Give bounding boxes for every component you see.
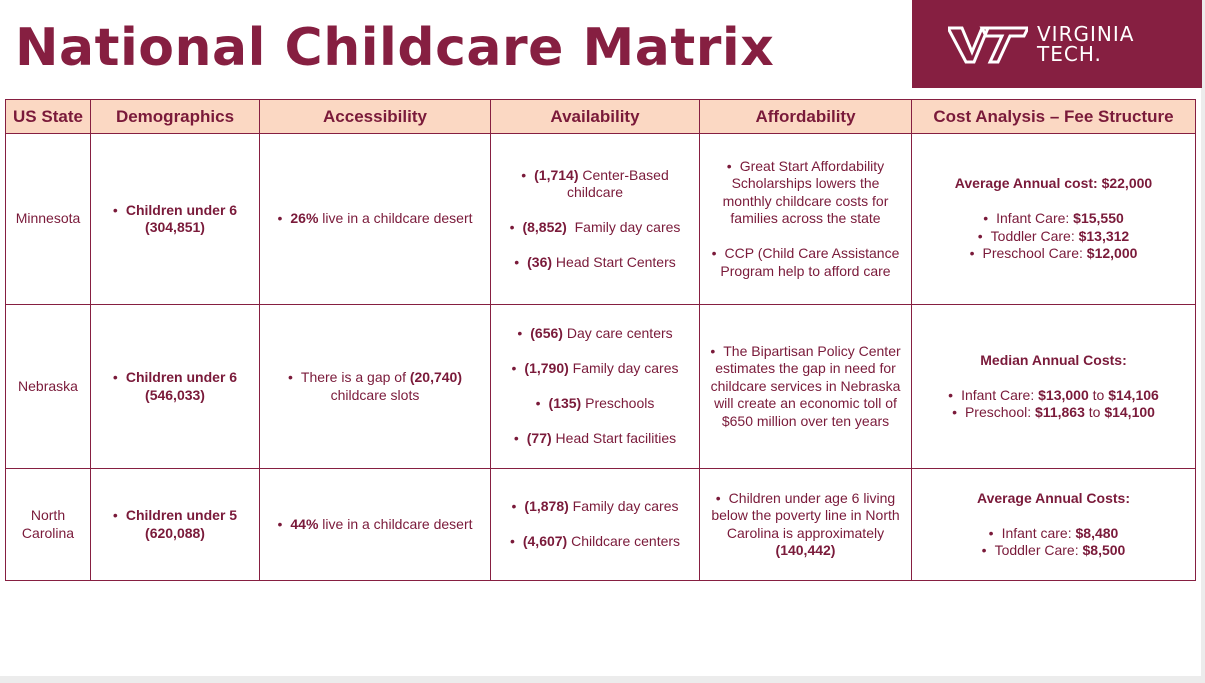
list-item: CCP (Child Care Assistance Program help … <box>708 245 903 280</box>
header-demographics: Demographics <box>90 99 260 134</box>
list-item: There is a gap of (20,740) childcare slo… <box>268 369 482 404</box>
list-item: Toddler Care: $8,500 <box>920 542 1187 560</box>
list-item: Preschool Care: $12,000 <box>920 245 1187 263</box>
list-item: Children under 6 (546,033) <box>99 369 251 404</box>
list-item: (1,878) Family day cares <box>499 498 691 516</box>
list-item: (77) Head Start facilities <box>499 430 691 448</box>
affordability-cell: The Bipartisan Policy Center estimates t… <box>699 304 912 469</box>
cost-heading: Average Annual Costs: <box>977 489 1130 506</box>
logo-wordmark: VIRGINIA TECH. <box>1037 24 1134 64</box>
list-item: (36) Head Start Centers <box>499 254 691 272</box>
cost-cell: Median Annual Costs: Infant Care: $13,00… <box>911 304 1196 469</box>
demographics-cell: Children under 6 (546,033) <box>90 304 260 469</box>
accessibility-cell: There is a gap of (20,740) childcare slo… <box>259 304 491 469</box>
availability-cell: (1,878) Family day cares (4,607) Childca… <box>490 468 700 581</box>
table-row-north-carolina: North Carolina Children under 5 (620,088… <box>5 468 1196 581</box>
list-item: Children under 5 (620,088) <box>99 507 251 542</box>
demographics-cell: Children under 5 (620,088) <box>90 468 260 581</box>
availability-cell: (1,714) Center-Based childcare (8,852) F… <box>490 133 700 305</box>
list-item: Infant care: $8,480 <box>920 525 1187 543</box>
list-item: (1,790) Family day cares <box>499 360 691 378</box>
affordability-cell: Children under age 6 living below the po… <box>699 468 912 581</box>
availability-cell: (656) Day care centers (1,790) Family da… <box>490 304 700 469</box>
list-item: Great Start Affordability Scholarships l… <box>708 158 903 228</box>
header-availability: Availability <box>490 99 700 134</box>
list-item: Children under 6 (304,851) <box>99 202 251 237</box>
cost-heading: Average Annual cost: $22,000 <box>954 175 1153 192</box>
table-row-minnesota: Minnesota Children under 6 (304,851) 26%… <box>5 133 1196 305</box>
list-item: (1,714) Center-Based childcare <box>499 167 691 202</box>
list-item: (4,607) Childcare centers <box>499 533 691 551</box>
header-affordability: Affordability <box>699 99 912 134</box>
list-item: (135) Preschools <box>499 395 691 413</box>
page-title: National Childcare Matrix <box>15 18 775 78</box>
accessibility-cell: 26% live in a childcare desert <box>259 133 491 305</box>
logo-line-1: VIRGINIA <box>1037 22 1135 46</box>
list-item: Infant Care: $15,550 <box>920 210 1187 228</box>
virginia-tech-logo: VIRGINIA TECH. <box>912 0 1202 88</box>
cost-cell: Average Annual Costs: Infant care: $8,48… <box>911 468 1196 581</box>
table-row-nebraska: Nebraska Children under 6 (546,033) Ther… <box>5 304 1196 469</box>
childcare-matrix-table: US State Demographics Accessibility Avai… <box>5 99 1196 581</box>
list-item: 44% live in a childcare desert <box>268 516 482 534</box>
affordability-cell: Great Start Affordability Scholarships l… <box>699 133 912 305</box>
list-item: Children under age 6 living below the po… <box>708 490 903 560</box>
cost-heading: Median Annual Costs: <box>980 351 1127 368</box>
header-cost-analysis: Cost Analysis – Fee Structure <box>911 99 1196 134</box>
list-item: Infant Care: $13,000 to $14,106 <box>920 387 1187 405</box>
logo-line-2: TECH. <box>1037 42 1102 66</box>
demographics-cell: Children under 6 (304,851) <box>90 133 260 305</box>
list-item: Toddler Care: $13,312 <box>920 228 1187 246</box>
list-item: (656) Day care centers <box>499 325 691 343</box>
accessibility-cell: 44% live in a childcare desert <box>259 468 491 581</box>
header-accessibility: Accessibility <box>259 99 491 134</box>
state-cell: Nebraska <box>5 304 91 469</box>
list-item: Preschool: $11,863 to $14,100 <box>920 404 1187 422</box>
table-header-row: US State Demographics Accessibility Avai… <box>5 99 1196 134</box>
header-us-state: US State <box>5 99 91 134</box>
list-item: (8,852) Family day cares <box>499 219 691 237</box>
list-item: The Bipartisan Policy Center estimates t… <box>708 343 903 431</box>
cost-cell: Average Annual cost: $22,000 Infant Care… <box>911 133 1196 305</box>
list-item: 26% live in a childcare desert <box>268 210 482 228</box>
vt-logo-icon <box>948 26 1028 64</box>
state-cell: North Carolina <box>5 468 91 581</box>
state-cell: Minnesota <box>5 133 91 305</box>
